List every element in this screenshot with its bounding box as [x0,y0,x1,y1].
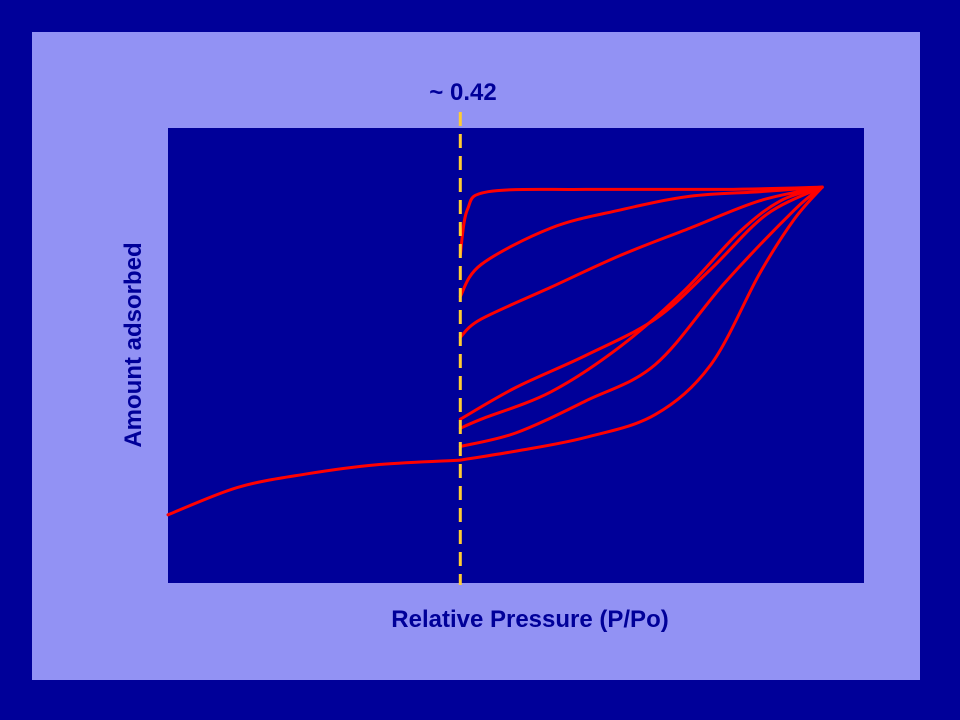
y-axis-label: Amount adsorbed [120,242,147,447]
plot-area [168,128,864,583]
isotherm-curve-5 [458,185,824,421]
marker-label: ~ 0.42 [429,79,496,106]
isotherm-curve-8 [458,185,824,257]
isotherm-curve-7 [458,185,824,298]
isotherm-curve-3 [458,185,824,448]
isotherm-curve-6 [458,185,824,339]
isotherm-curve-1 [166,458,462,517]
isotherm-curve-2 [458,185,824,462]
curve-series-group [166,185,824,517]
x-axis-label: Relative Pressure (P/Po) [391,606,668,633]
